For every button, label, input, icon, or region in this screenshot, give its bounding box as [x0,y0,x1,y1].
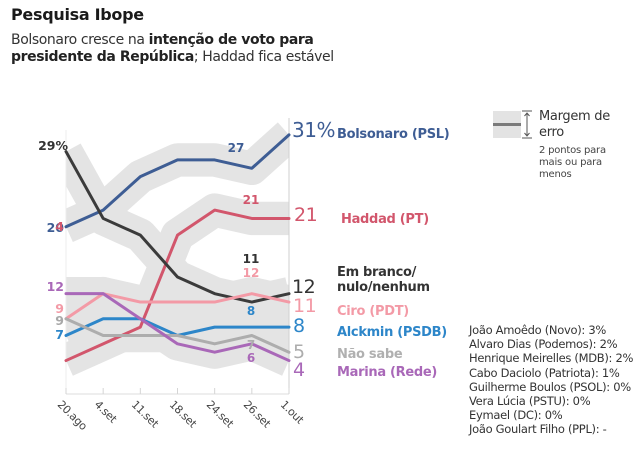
legend-title: Margem de erro [539,109,610,140]
end-label-em-branco-nulo-nenhum: 12 [292,276,316,298]
end-label-nao-sabe: 5 [293,341,305,363]
other-candidate: Alvaro Dias (Podemos): 2% [469,337,618,352]
end-label-ciro-pdt: 11 [293,295,317,317]
margin-legend-graphic [493,110,532,139]
other-candidates-list: João Amoêdo (Novo): 3% Alvaro Dias (Pode… [469,323,633,437]
other-candidate: João Amoêdo (Novo): 3% [469,323,606,337]
annotation-haddad-pt: 21 [242,193,260,207]
other-candidate: Guilherme Boulos (PSOL): 0% [469,379,631,394]
series-name-em-branco-nulo-nenhum: Em branco/nulo/nenhum [337,265,430,295]
start-label-bolsonaro-psl: 20 [46,220,64,235]
series-name-alckmin-psdb: Alckmin (PSDB) [337,325,447,340]
end-label-alckmin-psdb: 8 [293,315,305,337]
end-label-haddad-pt: 21 [294,204,318,226]
other-candidate: Henrique Meirelles (MDB): 2% [469,351,634,366]
start-label-em-branco-nulo-nenhum: 29% [38,138,68,153]
end-label-marina-rede: 4 [293,359,305,381]
series-name-nao-sabe: Não sabe [337,347,403,362]
double-arrow-icon [522,110,532,139]
series-name-line: nulo/nenhum [337,280,430,295]
other-candidate: Cabo Daciolo (Patriota): 1% [469,365,620,380]
series-name-bolsonaro-psl: Bolsonaro (PSL) [337,127,450,142]
series-name-line: Em branco/ [337,265,417,280]
start-label-haddad-pt: 4 [55,219,64,234]
chart-title: Pesquisa Ibope [11,5,144,24]
start-label-marina-rede: 12 [46,279,64,294]
annotation-bolsonaro-psl: 27 [227,141,245,155]
series-name-ciro-pdt: Ciro (PDT) [337,304,409,319]
subtitle-part-bold: intenção de voto para presidente da Repú… [11,32,314,65]
subtitle-part: Bolsonaro cresce na [11,32,149,48]
other-candidate: Eymael (DC): 0% [469,408,563,423]
end-label-bolsonaro-psl: 31% [292,118,335,142]
subtitle-part: ; Haddad fica estável [193,49,334,65]
other-candidate: Vera Lúcia (PSTU): 0% [469,394,591,409]
annotation-em-branco-nulo-nenhum: 11 [242,252,260,266]
start-label-alckmin-psdb: 7 [55,327,64,342]
x-axis [65,118,290,395]
chart-subtitle: Bolsonaro cresce na intenção de voto par… [11,32,351,66]
start-label-nao-sabe: 9 [55,313,64,328]
annotation-alckmin-psdb: 8 [246,304,256,318]
other-candidate: João Goulart Filho (PPL): - [469,422,607,437]
legend-note: 2 pontos para mais ou para menos [539,145,606,180]
annotation-nao-sabe: 7 [246,338,256,352]
series-lines [64,133,291,363]
series-name-marina-rede: Marina (Rede) [337,365,438,380]
annotation-ciro-pdt: 12 [242,266,260,280]
series-name-haddad-pt: Haddad (PT) [341,212,429,227]
annotation-marina-rede: 6 [246,351,256,365]
start-label-ciro-pdt: 9 [55,301,64,316]
